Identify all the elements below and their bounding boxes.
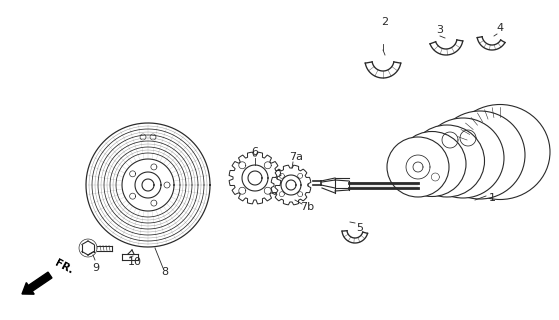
FancyArrow shape [22,272,52,294]
Text: 1: 1 [489,193,495,203]
Text: 10: 10 [128,257,142,267]
Ellipse shape [422,118,504,198]
Text: 5: 5 [357,223,363,233]
Ellipse shape [398,132,466,196]
Text: 6: 6 [252,147,258,157]
Ellipse shape [435,111,525,199]
Text: 8: 8 [162,267,169,277]
Text: 7b: 7b [300,202,314,212]
Text: 3: 3 [437,25,443,35]
Ellipse shape [410,125,485,197]
Ellipse shape [450,105,550,199]
Text: 4: 4 [496,23,504,33]
Ellipse shape [387,137,449,197]
Text: 2: 2 [381,17,389,27]
Text: 7a: 7a [289,152,303,162]
Text: 9: 9 [92,263,100,273]
Text: FR.: FR. [53,258,75,276]
